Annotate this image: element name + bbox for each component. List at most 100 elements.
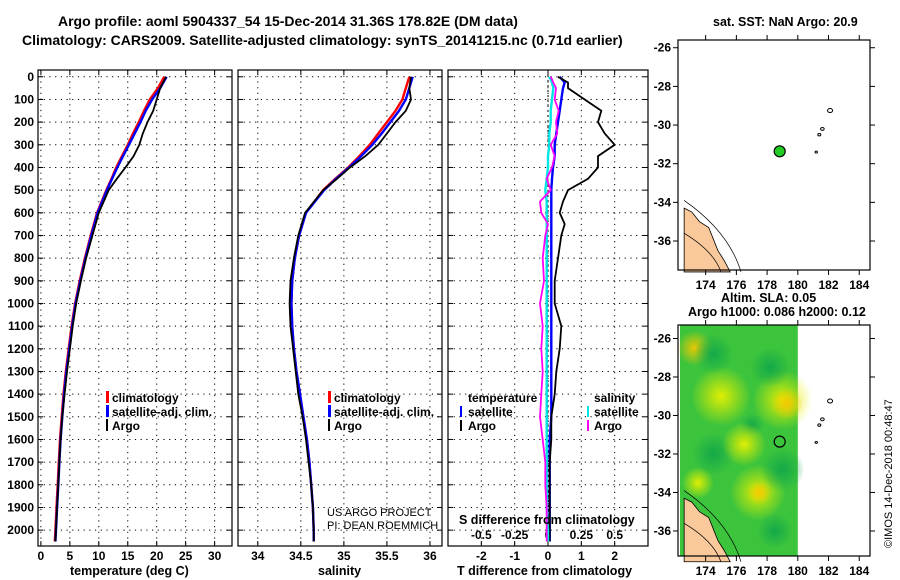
t-difference-axis-label: T difference from climatology	[457, 564, 632, 578]
x-tick-label: 0	[545, 549, 552, 563]
sst-map: 174 176 178 180 182 184 -26 -28 -30 -32 -34 -36	[654, 35, 875, 292]
lon-tick-label: 174	[696, 564, 716, 578]
y-tick-label: 100	[14, 92, 34, 106]
sla-anomaly-blob	[750, 347, 791, 388]
series-line-argo	[54, 76, 167, 542]
y-tick-label: 1600	[7, 432, 34, 446]
land-northland	[683, 497, 731, 563]
legend-swatch-satellite	[106, 405, 109, 417]
y-tick-label: 2000	[7, 523, 34, 537]
credit-project: US ARGO PROJECT	[327, 507, 432, 519]
lon-tick-label: 184	[849, 278, 869, 292]
bathymetry-contour	[683, 490, 742, 562]
plot-frame	[37, 69, 233, 547]
lat-tick-label: -28	[654, 370, 672, 384]
lon-tick-label: 180	[788, 564, 808, 578]
argo-float-marker	[773, 145, 786, 158]
sla-anomaly-blob	[756, 512, 793, 549]
lat-tick-label: -32	[654, 447, 672, 461]
map-frame	[677, 324, 871, 557]
land-northland	[683, 207, 731, 273]
sla-anomaly-blob	[771, 387, 804, 420]
island	[817, 133, 822, 137]
bathymetry-contour	[683, 232, 722, 273]
series-line-satellite-adj-clim-	[54, 76, 168, 542]
legend-temperature-title: temperature	[468, 391, 538, 405]
sla-anomaly-blob	[693, 333, 734, 374]
sla-anomaly-blob	[681, 466, 714, 499]
island	[820, 126, 825, 131]
island	[814, 440, 818, 444]
series-line-climatology	[53, 76, 166, 542]
island	[814, 150, 818, 154]
x-tick-label: 2	[611, 549, 618, 563]
legend-swatch-s-satellite	[587, 406, 589, 417]
temperature-panel: 0 5 10 15 20 25 300100200300400500600700800900…	[7, 69, 233, 563]
x-tick-label: 10	[92, 549, 106, 563]
y-tick-label: 200	[14, 115, 34, 129]
bathymetry-contour	[683, 200, 742, 273]
lat-tick-label: -30	[654, 118, 672, 132]
y-tick-label: 300	[14, 138, 34, 152]
salinity-axis-label: salinity	[318, 564, 361, 578]
lat-tick-label: -30	[654, 408, 672, 422]
legend-satellite: satellite-adj. clim.	[334, 405, 434, 419]
y-tick-label: 1500	[7, 410, 34, 424]
map-sst-title: sat. SST: NaN Argo: 20.9	[713, 15, 858, 29]
x-tick-label: 34.5	[289, 549, 313, 563]
s-tick-label: -0.25	[501, 528, 529, 542]
title-line-2: Climatology: CARS2009. Satellite-adjuste…	[22, 32, 623, 48]
sla-anomaly-blob	[747, 480, 772, 505]
s-tick-label: 0.25	[570, 528, 594, 542]
lon-tick-label: 182	[819, 564, 839, 578]
x-tick-label: 35.5	[375, 549, 399, 563]
legend-climatology: climatology	[112, 391, 179, 405]
legend-swatch-t-argo	[460, 420, 462, 431]
y-tick-label: 900	[14, 274, 34, 288]
salinity-panel: 34 34.5 35 35.5 36	[237, 69, 443, 563]
series-line-salinity-argo	[539, 76, 560, 542]
island	[827, 398, 834, 404]
lat-tick-label: -32	[654, 157, 672, 171]
island	[820, 417, 825, 422]
legend-swatch-satellite	[328, 405, 331, 417]
legend-swatch-argo	[106, 419, 108, 431]
sla-anomaly-blob	[722, 422, 767, 467]
y-tick-label: 400	[14, 160, 34, 174]
island	[827, 108, 834, 114]
temperature-axis-label: temperature (deg C)	[70, 564, 189, 578]
credit-pi: PI: DEAN ROEMMICH	[327, 520, 438, 532]
map-frame	[677, 39, 871, 271]
sla-anomaly-blob	[760, 447, 805, 492]
series-line-argo	[288, 76, 412, 542]
y-tick-label: 1400	[7, 387, 34, 401]
legend-argo: Argo	[112, 419, 140, 433]
y-tick-label: 1300	[7, 364, 34, 378]
legend-swatch-t-satellite	[460, 406, 462, 417]
plot-frame	[447, 69, 649, 547]
salinity-legend: climatology satellite-adj. clim. Argo	[328, 391, 434, 433]
lat-tick-label: -36	[654, 234, 672, 248]
x-tick-label: -1	[509, 549, 520, 563]
title-line-1: Argo profile: aoml 5904337_54 15-Dec-201…	[58, 13, 518, 29]
map-argo-height-title: Argo h1000: 0.086 h2000: 0.12	[688, 305, 866, 319]
x-tick-label: 5	[67, 549, 74, 563]
x-tick-label: 35	[337, 549, 351, 563]
lon-tick-label: 178	[757, 278, 777, 292]
lat-tick-label: -28	[654, 79, 672, 93]
sla-anomaly-blob	[691, 366, 752, 427]
lon-tick-label: 182	[819, 278, 839, 292]
legend-s-argo: Argo	[594, 419, 622, 433]
legend-swatch-climatology	[106, 391, 109, 403]
x-tick-label: 36	[423, 549, 437, 563]
s-difference-axis-label: S difference from climatology	[459, 513, 635, 527]
legend-swatch-argo	[328, 419, 330, 431]
lat-tick-label: -34	[654, 195, 672, 209]
x-tick-label: 30	[208, 549, 222, 563]
y-tick-label: 700	[14, 228, 34, 242]
island	[817, 423, 822, 427]
x-tick-label: 0	[38, 549, 45, 563]
y-tick-label: 600	[14, 206, 34, 220]
